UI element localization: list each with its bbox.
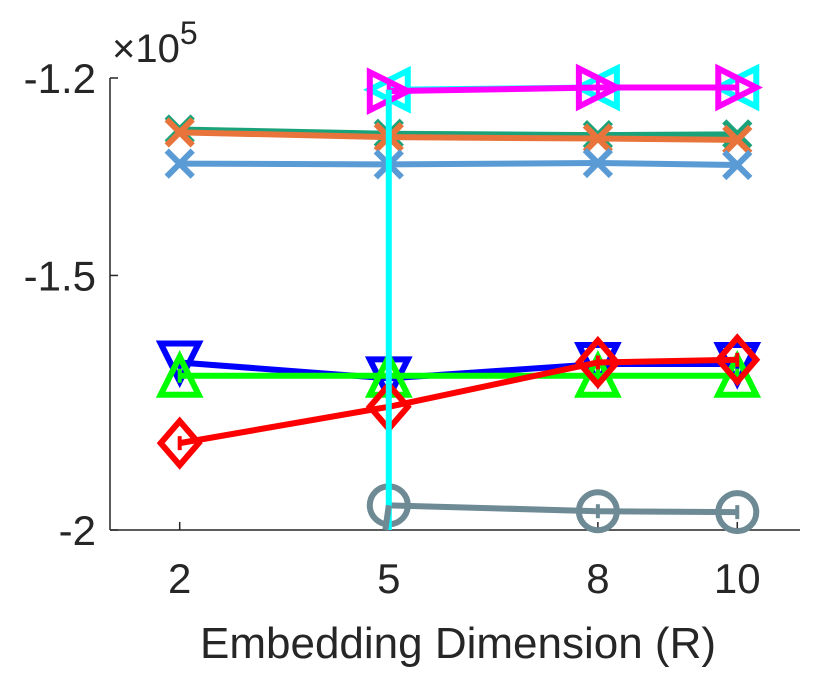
series-lightblue-x [164,147,753,181]
marker-x [722,119,753,150]
marker-diamond [714,333,761,387]
marker-x [164,148,195,179]
marker-circle [575,489,620,534]
x-axis-title: Embedding Dimension (R) [200,619,716,668]
marker-triangle-down [713,342,762,390]
axes [109,78,800,531]
series-line [179,129,738,143]
marker-x [582,147,614,179]
series-gray-circle [366,483,760,535]
series-gray-drop-line [382,504,392,531]
series-line [382,504,392,531]
marker-diamond [156,416,203,470]
series-red-diamond [156,333,761,470]
x-tick-label: 2 [168,555,191,602]
exponent-power: 5 [180,15,198,51]
series-line [388,84,738,95]
marker-triangle-up [155,350,204,398]
series-line [179,126,738,139]
ticks: 2 5 8 10 -2 -1.5 -1.2 [24,55,761,602]
series-line [388,502,738,516]
series-layer [155,63,763,535]
x-tick-label: 10 [714,555,761,602]
marker-triangle-right [715,63,763,112]
series-line [179,356,738,447]
y-tick-label: -1.2 [24,55,96,102]
y-tick-label: -2 [59,507,96,554]
marker-triangle-right [575,63,624,112]
exponent-base: ×10 [112,27,180,71]
y-tick-label: -1.5 [24,252,96,299]
marker-x [722,124,753,156]
series-orange-x [164,117,753,156]
x-tick-label: 8 [586,555,609,602]
y-exponent-label: ×105 [112,15,198,71]
marker-diamond [574,335,621,390]
x-tick-label: 5 [377,555,400,602]
marker-triangle-down [155,340,204,389]
series-line [179,160,738,169]
marker-triangle-up [713,350,762,398]
series-magenta-right-triangle [366,63,763,116]
marker-x [164,117,195,148]
marker-circle [715,490,760,535]
marker-x [722,149,753,181]
marker-x [582,123,614,154]
